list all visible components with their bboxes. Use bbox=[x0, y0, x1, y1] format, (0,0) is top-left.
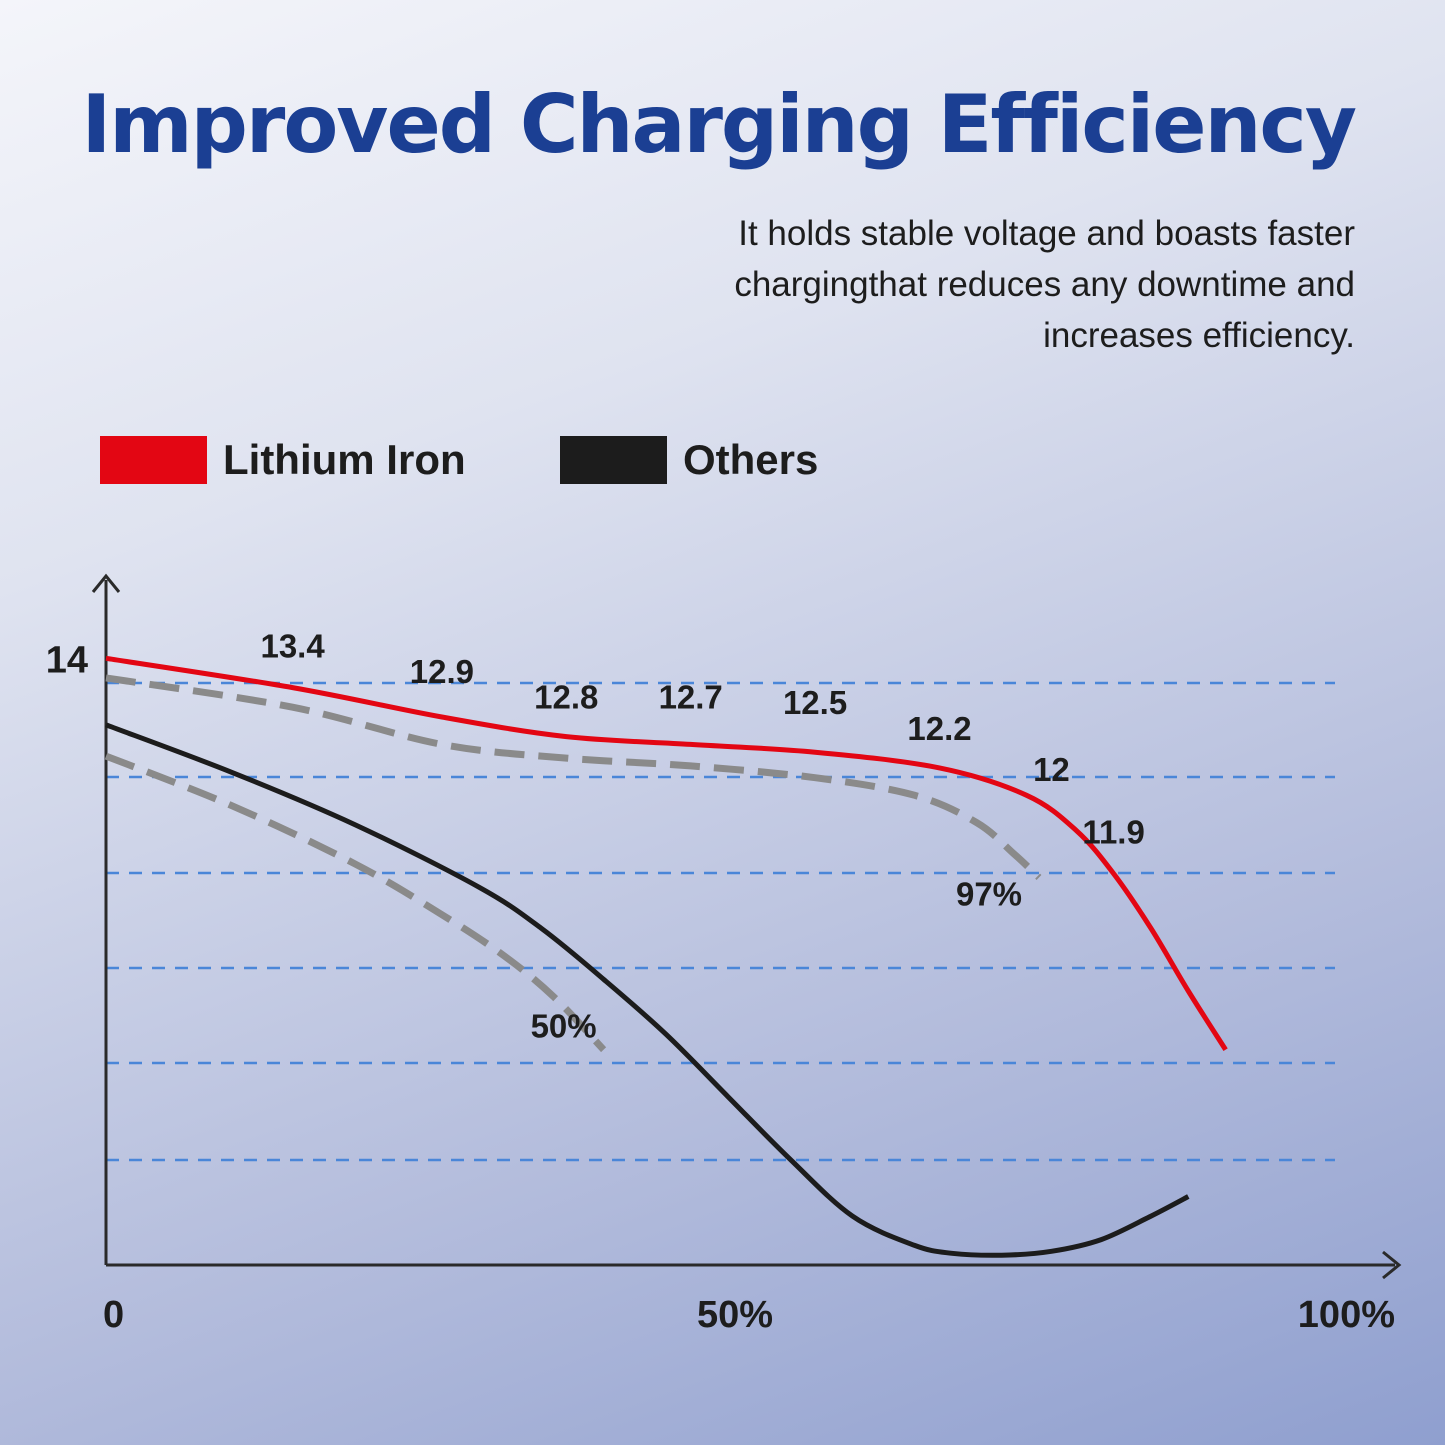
point-label-0-4: 12.5 bbox=[783, 684, 847, 721]
x-tick-label-0: 0 bbox=[103, 1294, 124, 1336]
chart-labels: 13.4 12.9 12.8 12.7 12.5 12.2 12 11.9 97% 50% 0 50%… bbox=[46, 628, 1395, 1336]
series-lithium-iron-reference bbox=[105, 674, 1042, 881]
series-others bbox=[105, 722, 1190, 1258]
series-others-reference bbox=[104, 752, 607, 1053]
chart-axes bbox=[91, 573, 1402, 1280]
page-title: Improved Charging Efficiency bbox=[81, 78, 1357, 171]
grid-lines bbox=[106, 681, 1335, 1162]
legend-label-lithium-iron: Lithium Iron bbox=[223, 436, 466, 483]
page-subtitle: It holds stable voltage and boasts faste… bbox=[734, 214, 1355, 355]
point-label-0-2: 12.8 bbox=[534, 679, 598, 716]
legend-swatch-others bbox=[560, 436, 667, 484]
x-tick-label-2: 100% bbox=[1298, 1294, 1395, 1336]
x-tick-label-1: 50% bbox=[697, 1294, 773, 1336]
point-label-0-3: 12.7 bbox=[659, 678, 723, 715]
y-tick-label-0: 14 bbox=[46, 639, 88, 681]
chart-series bbox=[104, 655, 1228, 1258]
point-label-0-6: 12 bbox=[1033, 751, 1070, 788]
legend-item-lithium-iron: Lithium Iron bbox=[100, 430, 466, 490]
series-lithium-iron bbox=[105, 655, 1228, 1052]
point-label-3-0: 50% bbox=[531, 1008, 597, 1045]
point-label-2-0: 97% bbox=[956, 875, 1022, 912]
point-label-0-1: 12.9 bbox=[410, 653, 474, 690]
point-label-0-7: 11.9 bbox=[1082, 814, 1144, 851]
legend-swatch-lithium-iron bbox=[100, 436, 207, 484]
x-axis-arrow bbox=[1382, 1250, 1402, 1280]
legend-label-others: Others bbox=[683, 436, 819, 483]
point-label-0-0: 13.4 bbox=[260, 628, 325, 665]
y-axis-arrow bbox=[91, 573, 121, 593]
point-label-0-5: 12.2 bbox=[907, 710, 971, 747]
legend-item-others: Others bbox=[560, 430, 818, 490]
